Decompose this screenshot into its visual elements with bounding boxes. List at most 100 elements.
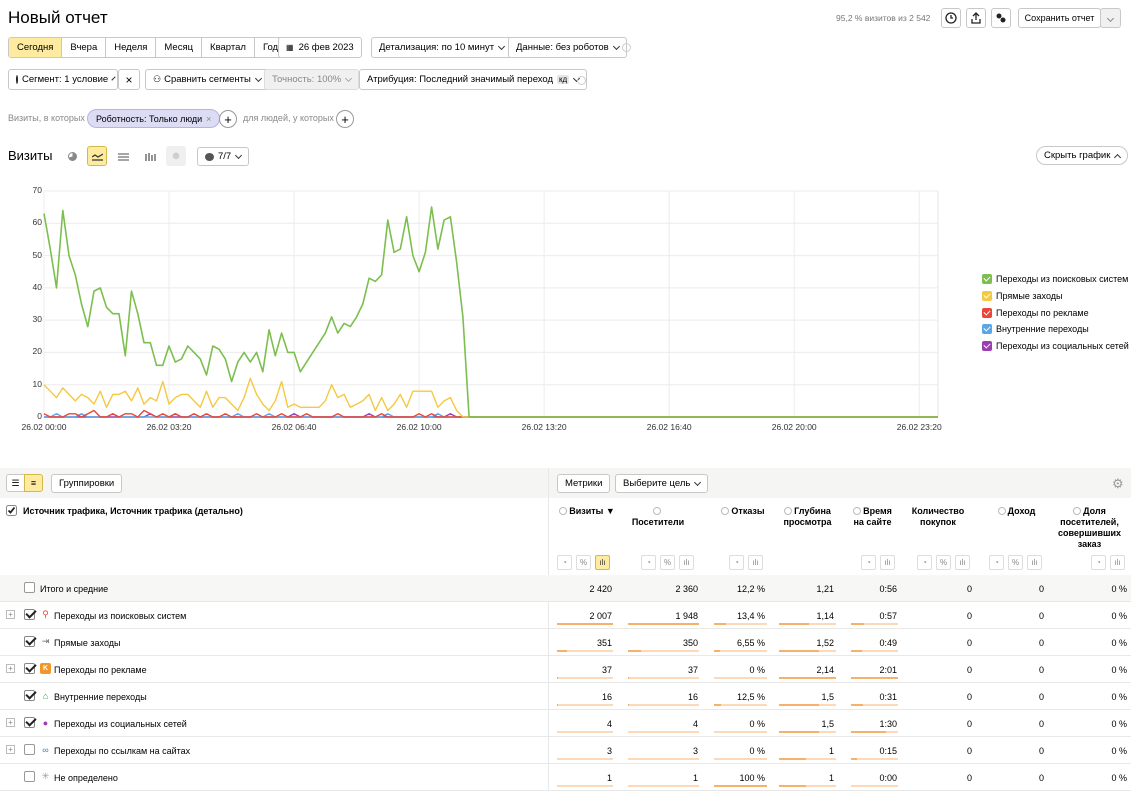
legend-checkbox[interactable] xyxy=(982,308,992,318)
add-people-condition-button[interactable]: + xyxy=(336,110,354,128)
bar-view-button[interactable]: ılı xyxy=(1027,555,1042,570)
segment-dropdown[interactable]: Сегмент: 1 условие xyxy=(8,69,118,90)
row-checkbox[interactable] xyxy=(24,690,35,701)
compare-segments-dropdown[interactable]: ⚇ Сравнить сегменты xyxy=(145,69,269,90)
bar-view-button[interactable]: ılı xyxy=(880,555,895,570)
help-icon[interactable] xyxy=(559,507,568,515)
data-dropdown[interactable]: Данные: без роботов xyxy=(508,37,627,58)
goal-dropdown[interactable]: Выберите цель xyxy=(615,474,709,493)
view-tree-button[interactable]: ≡ xyxy=(24,474,43,492)
chart-type-line-button[interactable] xyxy=(87,146,107,166)
expand-button[interactable]: + xyxy=(6,664,15,673)
annotations-dropdown[interactable]: 7/7 xyxy=(197,147,250,166)
expand-button[interactable]: + xyxy=(6,745,15,754)
export-button[interactable] xyxy=(966,8,986,28)
legend-item-internal[interactable]: Внутренние переходы xyxy=(982,324,1089,334)
groupings-button[interactable]: Группировки xyxy=(51,474,123,493)
pie-view-button[interactable]: ◔ xyxy=(1091,555,1106,570)
help-icon[interactable] xyxy=(577,76,586,85)
total-row[interactable]: Итого и средние 2 420 2 360 12,2 % 1,21 0:56 0… xyxy=(0,575,1131,602)
row-checkbox[interactable] xyxy=(24,663,35,674)
legend-checkbox[interactable] xyxy=(982,274,992,284)
chart-type-pie-button[interactable] xyxy=(62,146,82,166)
bar-view-button[interactable]: ılı xyxy=(955,555,970,570)
help-icon[interactable] xyxy=(997,507,1006,515)
expand-button[interactable]: + xyxy=(6,718,15,727)
date-picker[interactable]: ▦ 26 фев 2023 xyxy=(278,37,362,58)
api-button[interactable] xyxy=(991,8,1011,28)
gear-icon[interactable]: ⚙ xyxy=(1112,476,1124,491)
help-icon[interactable] xyxy=(622,43,631,52)
pie-view-button[interactable]: ◔ xyxy=(989,555,1004,570)
table-row[interactable]: + ● Переходы из социальных сетей 4 4 0 % 1,5 1:… xyxy=(0,710,1131,737)
column-header[interactable]: Посетители xyxy=(627,506,689,528)
period-quarter[interactable]: Квартал xyxy=(202,38,255,57)
hide-chart-button[interactable]: Скрыть график xyxy=(1036,146,1129,165)
percent-view-button[interactable]: % xyxy=(660,555,675,570)
row-checkbox[interactable] xyxy=(24,636,35,647)
table-row[interactable]: + ⚲ Переходы из поисковых систем 2 007 1 948… xyxy=(0,602,1131,629)
row-checkbox[interactable] xyxy=(24,582,35,593)
percent-view-button[interactable]: % xyxy=(1008,555,1023,570)
pie-view-button[interactable]: ◔ xyxy=(641,555,656,570)
percent-view-button[interactable]: % xyxy=(936,555,951,570)
legend-checkbox[interactable] xyxy=(982,341,992,351)
column-header[interactable]: Время на сайте xyxy=(850,506,895,528)
x-tick-label: 26.02 03:20 xyxy=(146,422,192,432)
pie-view-button[interactable]: ◔ xyxy=(917,555,932,570)
legend-checkbox[interactable] xyxy=(982,324,992,334)
column-header[interactable]: Визиты ▼ xyxy=(557,506,617,517)
help-icon[interactable] xyxy=(784,507,793,515)
table-row[interactable]: ⌂ Внутренние переходы 16 16 12,5 % 1,5 0:31 0 0 0… xyxy=(0,683,1131,710)
history-button[interactable] xyxy=(941,8,961,28)
metrics-button[interactable]: Метрики xyxy=(557,474,611,493)
row-checkbox[interactable] xyxy=(24,609,35,620)
column-header[interactable]: Доля посетителей, совершивших заказ xyxy=(1052,506,1127,550)
bar-view-button[interactable]: ılı xyxy=(1110,555,1125,570)
column-header[interactable]: Глубина просмотра xyxy=(779,506,836,528)
legend-item-direct[interactable]: Прямые заходы xyxy=(982,291,1062,301)
save-report-dropdown[interactable] xyxy=(1100,8,1121,28)
bar-view-button[interactable]: ılı xyxy=(748,555,763,570)
period-week[interactable]: Неделя xyxy=(106,38,157,57)
pie-view-button[interactable]: ◔ xyxy=(557,555,572,570)
segment-clear-button[interactable]: × xyxy=(118,69,140,90)
legend-item-social[interactable]: Переходы из социальных сетей xyxy=(982,341,1129,351)
table-row[interactable]: + K Переходы по рекламе 37 37 0 % 2,14 2:01 0 0 0 … xyxy=(0,656,1131,683)
help-icon[interactable] xyxy=(1073,507,1082,515)
period-month[interactable]: Месяц xyxy=(156,38,203,57)
accuracy-dropdown[interactable]: Точность: 100% xyxy=(264,69,360,90)
period-today[interactable]: Сегодня xyxy=(9,38,63,57)
chart-type-area-button[interactable] xyxy=(113,146,133,166)
column-header[interactable]: Доход xyxy=(988,506,1045,517)
help-icon[interactable] xyxy=(853,507,862,515)
bar-view-button[interactable]: ılı xyxy=(679,555,694,570)
chart-type-map-button[interactable]: ☻ xyxy=(166,146,186,166)
period-yesterday[interactable]: Вчера xyxy=(62,38,107,57)
legend-item-search[interactable]: Переходы из поисковых систем xyxy=(982,274,1128,284)
help-icon[interactable] xyxy=(653,507,661,515)
table-row[interactable]: ✳ Не определено 1 1 100 % 1 0:00 0 0 0 % xyxy=(0,764,1131,791)
row-checkbox[interactable] xyxy=(24,771,35,782)
bar-view-button[interactable]: ılı xyxy=(595,555,610,570)
view-list-button[interactable]: ☰ xyxy=(6,474,25,492)
table-row[interactable]: + ∞ Переходы по ссылкам на сайтах 3 3 0 % 1 0:1… xyxy=(0,737,1131,764)
attribution-dropdown[interactable]: Атрибуция: Последний значимый переход кд xyxy=(359,69,588,90)
row-checkbox[interactable] xyxy=(24,717,35,728)
chart-type-bar-button[interactable] xyxy=(140,146,160,166)
legend-item-ads[interactable]: Переходы по рекламе xyxy=(982,308,1089,318)
legend-checkbox[interactable] xyxy=(982,291,992,301)
column-header[interactable]: Количество покупок xyxy=(903,506,973,528)
row-checkbox[interactable] xyxy=(24,744,35,755)
help-icon[interactable] xyxy=(721,507,730,515)
robot-filter-chip[interactable]: Роботность: Только люди × xyxy=(87,109,221,128)
dimension-checkbox[interactable] xyxy=(6,505,17,516)
table-row[interactable]: ⇥ Прямые заходы 351 350 6,55 % 1,52 0:49 0 0 0 % xyxy=(0,629,1131,656)
pie-view-button[interactable]: ◔ xyxy=(861,555,876,570)
expand-button[interactable]: + xyxy=(6,610,15,619)
column-header[interactable]: Отказы xyxy=(714,506,772,517)
add-visit-condition-button[interactable]: + xyxy=(219,110,237,128)
pie-view-button[interactable]: ◔ xyxy=(729,555,744,570)
close-icon[interactable]: × xyxy=(206,113,212,124)
percent-view-button[interactable]: % xyxy=(576,555,591,570)
